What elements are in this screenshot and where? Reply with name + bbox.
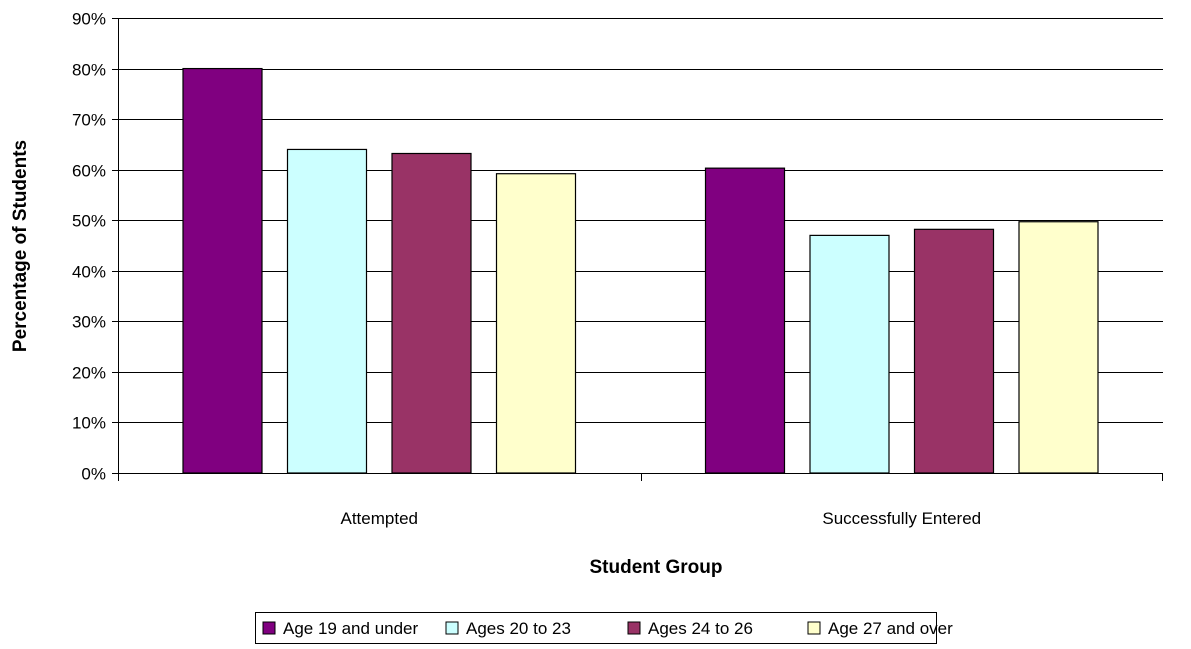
bar — [809, 234, 890, 474]
y-tick-label: 70% — [72, 111, 106, 130]
y-tick-label: 30% — [72, 313, 106, 332]
legend-label: Age 19 and under — [283, 619, 419, 638]
axes: 0% 10% 20% 30% 40% 50% 60% 70% 80% 90% Attempted Su… — [72, 10, 1163, 528]
y-tick-label: 50% — [72, 212, 106, 231]
x-category-label: Attempted — [341, 509, 419, 528]
y-tick-label: 0% — [81, 465, 106, 484]
bar — [913, 228, 995, 474]
bar — [391, 152, 472, 474]
legend-label: Ages 24 to 26 — [648, 619, 753, 638]
legend-label: Ages 20 to 23 — [466, 619, 571, 638]
legend-swatch — [807, 621, 821, 635]
bar — [1018, 221, 1099, 474]
bars — [182, 67, 1099, 474]
y-tick-label: 40% — [72, 263, 106, 282]
y-axis-title: Percentage of Students — [10, 140, 31, 352]
y-tick-label: 60% — [72, 162, 106, 181]
bar — [182, 67, 263, 474]
legend-swatch — [262, 621, 276, 635]
legend-swatch — [627, 621, 641, 635]
gridlines — [118, 18, 1163, 423]
legend-box — [255, 612, 937, 644]
bar — [704, 167, 786, 474]
y-tick-label: 90% — [72, 10, 106, 29]
x-axis-title: Student Group — [590, 557, 723, 578]
bar — [286, 148, 368, 474]
legend-label: Age 27 and over — [828, 619, 953, 638]
y-tick-label: 20% — [72, 364, 106, 383]
y-tick-label: 10% — [72, 414, 106, 433]
bar — [495, 173, 577, 474]
legend: Age 19 and under Ages 20 to 23 Ages 24 to … — [255, 612, 953, 644]
legend-swatch — [445, 621, 459, 635]
y-tick-label: 80% — [72, 61, 106, 80]
x-category-label: Successfully Entered — [822, 509, 981, 528]
